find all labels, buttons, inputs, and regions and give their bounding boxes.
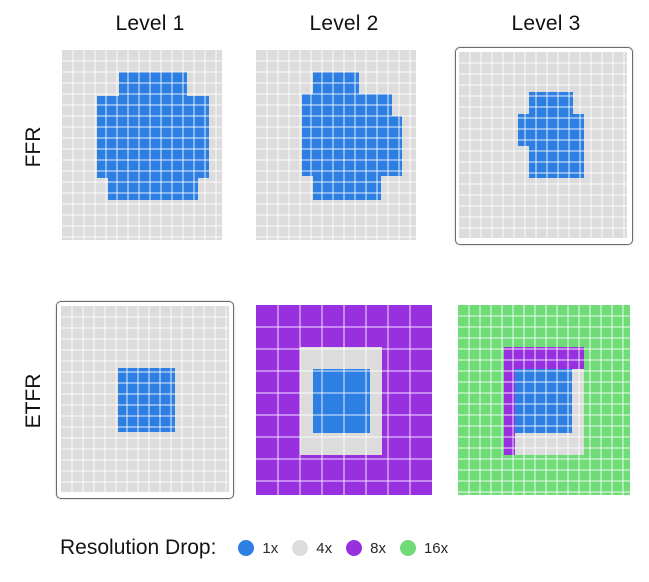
panel-ffr-level-3[interactable] (455, 47, 633, 245)
panel-etfr-level-3[interactable] (458, 305, 630, 495)
legend-item-16x: 16x (399, 539, 449, 557)
full-res-region (313, 176, 381, 200)
band-8x-top (504, 347, 584, 369)
full-res-region (97, 96, 209, 118)
legend: Resolution Drop: 1x 4x 8x 16x (60, 533, 462, 563)
grid-etfr-level-1 (61, 306, 229, 492)
grid-etfr-level-3 (458, 305, 630, 495)
legend-item-1x: 1x (238, 540, 278, 557)
panel-etfr-level-2[interactable] (256, 305, 432, 495)
panel-ffr-level-1[interactable] (59, 50, 229, 240)
grid-lines (61, 306, 229, 492)
legend-label-4x: 4x (316, 539, 333, 557)
grid-lines (62, 50, 222, 240)
legend-item-8x: 8x (346, 540, 386, 557)
grid-ffr-level-1 (62, 50, 222, 240)
legend-title: Resolution Drop: (60, 536, 217, 559)
grid-lines (256, 50, 416, 240)
grid-etfr-level-2 (256, 305, 432, 495)
column-header-level-3: Level 3 (511, 12, 581, 35)
band-8x-left (504, 347, 515, 455)
legend-swatch-4x (292, 540, 309, 556)
full-res-region (108, 178, 198, 200)
column-header-level-1: Level 1 (115, 12, 185, 35)
grid-lines (458, 305, 630, 495)
column-header-level-2: Level 2 (309, 12, 379, 35)
row-label-ffr: FFR (22, 126, 45, 168)
legend-item-4x: 4x (292, 540, 332, 557)
row-label-etfr: ETFR (22, 373, 45, 429)
legend-swatch-1x (238, 540, 255, 556)
grid-ffr-level-2 (256, 50, 416, 240)
legend-label-16x: 16x (423, 539, 449, 557)
legend-swatch-8x (346, 540, 363, 556)
full-res-region (119, 72, 187, 96)
full-res-region (518, 114, 584, 146)
legend-label-8x: 8x (370, 539, 386, 557)
full-res-region (302, 116, 402, 176)
grid-ffr-level-3 (459, 52, 627, 238)
full-res-region (97, 118, 209, 178)
legend-swatch-16x (399, 540, 416, 556)
legend-label-1x: 1x (262, 539, 279, 557)
grid-lines (256, 305, 432, 495)
full-res-region (529, 92, 573, 114)
grid-lines (459, 52, 627, 238)
panel-ffr-level-2[interactable] (253, 50, 423, 240)
panel-etfr-level-1[interactable] (56, 301, 234, 499)
